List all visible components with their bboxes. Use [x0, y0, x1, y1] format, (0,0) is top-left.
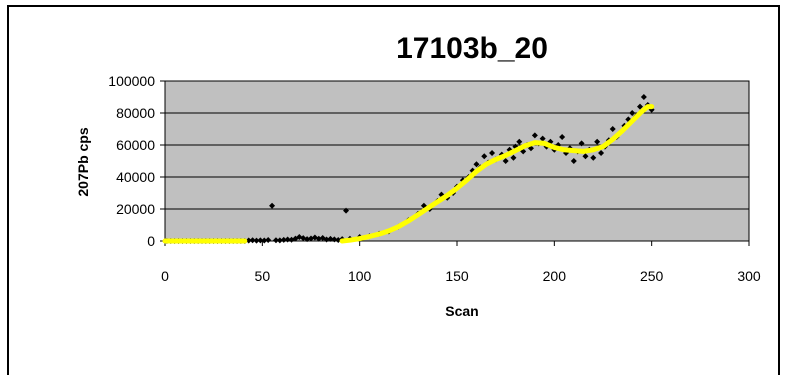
data-point: [582, 153, 589, 160]
data-point: [269, 202, 276, 209]
data-point: [489, 150, 496, 156]
chart-title: 17103b_20: [396, 32, 548, 65]
fit-series: [162, 104, 655, 244]
fit-line: [339, 104, 655, 244]
data-point: [253, 237, 260, 244]
y-tick-labels: 0 20000 40000 60000 80000 100000: [108, 73, 155, 249]
x-tick-label: 50: [255, 268, 271, 284]
data-point: [640, 94, 647, 100]
y-tick-label: 60000: [116, 137, 155, 153]
data-point: [261, 237, 268, 244]
data-point: [516, 138, 523, 145]
data-point: [276, 237, 283, 244]
data-point: [570, 158, 577, 164]
x-tick-labels: 0 50 100 150 200 250 300: [161, 268, 761, 284]
data-point: [531, 132, 538, 139]
data-point: [272, 237, 279, 244]
data-point: [280, 236, 287, 243]
y-tick-label: 100000: [108, 73, 155, 89]
data-point: [265, 237, 272, 244]
y-tick-label: 20000: [116, 201, 155, 217]
data-point: [598, 150, 605, 156]
gridlines: [160, 80, 750, 246]
data-point: [578, 140, 585, 147]
data-point: [510, 154, 517, 161]
data-point: [539, 135, 546, 142]
y-axis-label: 207Pb cps: [75, 127, 91, 196]
x-tick-label: 0: [161, 268, 169, 284]
data-point: [257, 237, 264, 244]
data-point: [327, 235, 334, 242]
data-point: [559, 134, 566, 140]
data-point: [609, 126, 616, 132]
data-point: [284, 236, 291, 243]
x-tick-label: 200: [543, 268, 567, 284]
x-tick-label: 300: [737, 268, 761, 284]
data-point: [594, 138, 601, 145]
x-axis-label: Scan: [445, 303, 478, 319]
y-tick-label: 0: [147, 233, 155, 249]
data-point: [481, 153, 488, 160]
data-point: [315, 235, 322, 242]
plot-area: [164, 80, 750, 242]
x-tick-label: 250: [640, 268, 664, 284]
data-point: [473, 161, 480, 168]
data-point: [590, 154, 597, 161]
x-tick-label: 150: [445, 268, 469, 284]
data-point: [249, 237, 256, 244]
y-tick-label: 80000: [116, 105, 155, 121]
data-point: [323, 236, 330, 243]
data-point: [331, 236, 338, 243]
data-point: [629, 110, 636, 116]
y-tick-label: 40000: [116, 169, 155, 185]
data-point: [304, 236, 311, 243]
x-tick-label: 100: [348, 268, 372, 284]
data-point: [502, 158, 509, 164]
data-point: [343, 207, 350, 214]
data-point: [636, 103, 643, 110]
data-point: [245, 237, 252, 244]
